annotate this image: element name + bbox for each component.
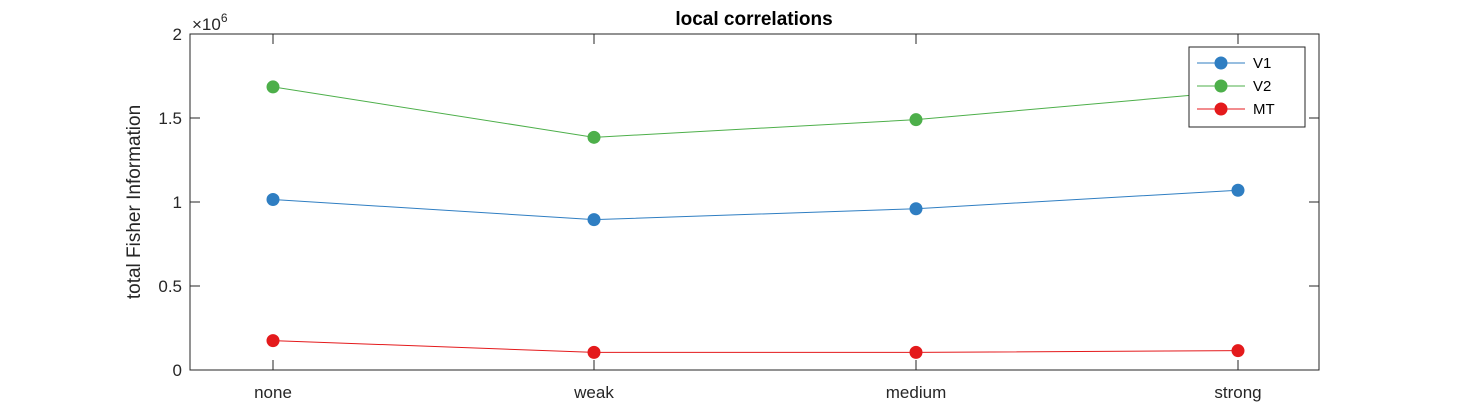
data-point — [587, 130, 601, 144]
x-tick-label: medium — [886, 383, 946, 402]
data-point — [266, 334, 280, 348]
legend-marker — [1214, 79, 1228, 93]
data-point — [1231, 183, 1245, 197]
legend-label: V2 — [1253, 78, 1271, 95]
y-multiplier-exponent: 6 — [221, 11, 228, 25]
data-point — [909, 202, 923, 216]
plot-area — [189, 33, 1320, 371]
y-tick-label: 0.5 — [158, 277, 182, 296]
series-line — [272, 340, 1239, 353]
data-point — [1231, 344, 1245, 358]
data-point — [587, 345, 601, 359]
series-line — [272, 86, 1239, 138]
y-tick-label: 1.5 — [158, 109, 182, 128]
x-axis-ticks: none weak medium strong — [254, 34, 1262, 402]
legend-box — [1188, 46, 1306, 128]
y-tick-label: 1 — [173, 193, 182, 212]
x-tick-label: none — [254, 383, 292, 402]
legend-marker — [1214, 56, 1228, 70]
legend: V1 V2 MT — [1188, 46, 1306, 128]
legend-label: MT — [1253, 101, 1275, 118]
data-point — [909, 113, 923, 127]
data-point — [587, 213, 601, 227]
series-v1 — [266, 183, 1245, 227]
data-point — [909, 345, 923, 359]
series-line — [272, 189, 1239, 221]
y-tick-label: 2 — [173, 25, 182, 44]
y-multiplier-base: ×10 — [192, 15, 221, 34]
series-mt — [266, 334, 1245, 359]
data-point — [266, 192, 280, 206]
data-point — [266, 80, 280, 94]
y-tick-label: 0 — [173, 361, 182, 380]
y-axis-multiplier: ×106 — [192, 11, 228, 34]
x-tick-label: weak — [573, 383, 614, 402]
x-tick-label: strong — [1214, 383, 1261, 402]
legend-marker — [1214, 102, 1228, 116]
legend-label: V1 — [1253, 55, 1271, 72]
series-layer — [266, 80, 1245, 359]
y-axis-ticks: 0 0.5 1 1.5 2 — [158, 25, 1319, 380]
y-axis-label: total Fisher Information — [124, 105, 145, 299]
chart-title: local correlations — [675, 9, 832, 30]
